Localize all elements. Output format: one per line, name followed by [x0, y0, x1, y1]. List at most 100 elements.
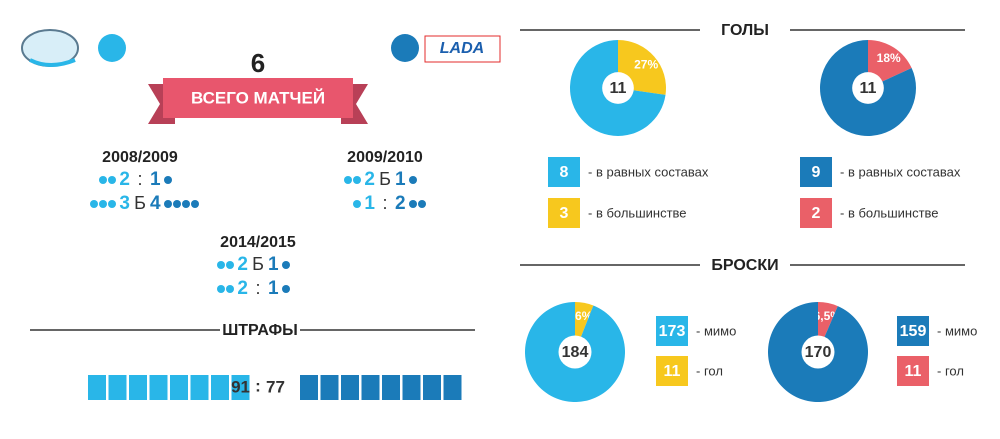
legend-label: - гол — [937, 363, 964, 378]
score-sep: : — [137, 169, 142, 189]
goal-dot — [353, 200, 361, 208]
penalty-block — [361, 375, 380, 400]
lada-logo — [424, 35, 501, 63]
legend-box — [897, 356, 929, 386]
legend-label: - гол — [696, 363, 723, 378]
penalty-block — [170, 375, 188, 400]
penalty-block — [423, 375, 441, 400]
goal-dot — [191, 200, 199, 208]
pie-center — [558, 335, 592, 369]
legend-value: 173 — [659, 323, 686, 340]
goal-dot — [182, 200, 190, 208]
section-title: БРОСКИ — [711, 257, 778, 274]
legend-label: - в равных составах — [588, 164, 709, 179]
pie-total: 184 — [562, 344, 589, 361]
penalty-block — [149, 375, 168, 400]
pie-percent: 27% — [634, 58, 658, 72]
legend-label: - в большинстве — [588, 205, 687, 220]
legend-value: 8 — [560, 164, 569, 181]
home-score: 2 — [364, 169, 375, 190]
goal-dot — [173, 200, 181, 208]
home-score: 2 — [119, 169, 130, 190]
goal-dot — [344, 176, 352, 184]
goal-dot — [409, 176, 417, 184]
penalty-away: 77 — [266, 377, 285, 396]
score-sep: : — [255, 278, 260, 298]
penalty-block — [382, 375, 400, 400]
legend-value: 2 — [812, 205, 821, 222]
penalty-block — [443, 375, 462, 400]
legend-label: - в большинстве — [840, 205, 939, 220]
team-dot — [391, 34, 419, 62]
away-score: 1 — [268, 254, 279, 275]
goal-dot — [108, 176, 116, 184]
pie-total: 170 — [805, 344, 832, 361]
legend-box — [897, 316, 929, 346]
away-score: 1 — [268, 278, 279, 299]
penalty-block — [231, 375, 250, 400]
logo-text: LADA — [440, 40, 484, 57]
home-score: 1 — [364, 193, 375, 214]
season-title: 2014/2015 — [220, 234, 296, 251]
goal-dot — [99, 176, 107, 184]
goal-dot — [90, 200, 98, 208]
legend-box — [656, 356, 688, 386]
ribbon — [163, 78, 353, 118]
legend-box — [548, 157, 580, 187]
away-score: 4 — [150, 193, 161, 214]
team-dot — [98, 34, 126, 62]
score-sep: Б — [252, 254, 264, 274]
penalty-block — [300, 375, 318, 400]
legend-label: - в равных составах — [840, 164, 961, 179]
goal-dot — [217, 285, 225, 293]
goal-dot — [353, 176, 361, 184]
penalty-home: 91 — [231, 377, 250, 396]
penalty-block — [341, 375, 359, 400]
legend-value: 9 — [812, 164, 821, 181]
home-score: 3 — [119, 193, 130, 214]
score-sep: Б — [134, 193, 146, 213]
match-label: ВСЕГО МАТЧЕЙ — [191, 88, 325, 107]
legend-label: - мимо — [696, 323, 736, 338]
barys-logo — [21, 29, 79, 67]
match-count: 6 — [251, 48, 265, 78]
penalty-sep: : — [255, 376, 261, 395]
penalty-block — [211, 375, 229, 400]
score-sep: : — [382, 193, 387, 213]
goal-dot — [282, 261, 290, 269]
legend-box — [548, 198, 580, 228]
away-score: 1 — [150, 169, 161, 190]
goal-dot — [108, 200, 116, 208]
legend-box — [800, 198, 832, 228]
goal-dot — [164, 200, 172, 208]
season-title: 2008/2009 — [102, 149, 178, 166]
pie-percent: 18% — [877, 51, 901, 65]
goal-dot — [418, 200, 426, 208]
score-sep: Б — [379, 169, 391, 189]
pie-center — [852, 72, 884, 104]
pie-center — [801, 335, 835, 369]
penalty-block — [129, 375, 147, 400]
penalty-block — [320, 375, 339, 400]
legend-value: 159 — [900, 323, 927, 340]
legend-label: - мимо — [937, 323, 977, 338]
section-title: ГОЛЫ — [721, 22, 769, 39]
penalty-block — [88, 375, 106, 400]
legend-value: 3 — [560, 205, 569, 222]
section-title: ШТРАФЫ — [222, 322, 298, 339]
away-score: 2 — [395, 193, 406, 214]
season-title: 2009/2010 — [347, 149, 423, 166]
home-score: 2 — [237, 254, 248, 275]
legend-box — [656, 316, 688, 346]
pie-total: 11 — [610, 80, 627, 97]
away-score: 1 — [395, 169, 406, 190]
goal-dot — [226, 261, 234, 269]
legend-value: 11 — [664, 363, 681, 380]
goal-dot — [409, 200, 417, 208]
penalty-block — [402, 375, 421, 400]
goal-dot — [217, 261, 225, 269]
goal-dot — [282, 285, 290, 293]
legend-value: 11 — [905, 363, 922, 380]
legend-box — [800, 157, 832, 187]
